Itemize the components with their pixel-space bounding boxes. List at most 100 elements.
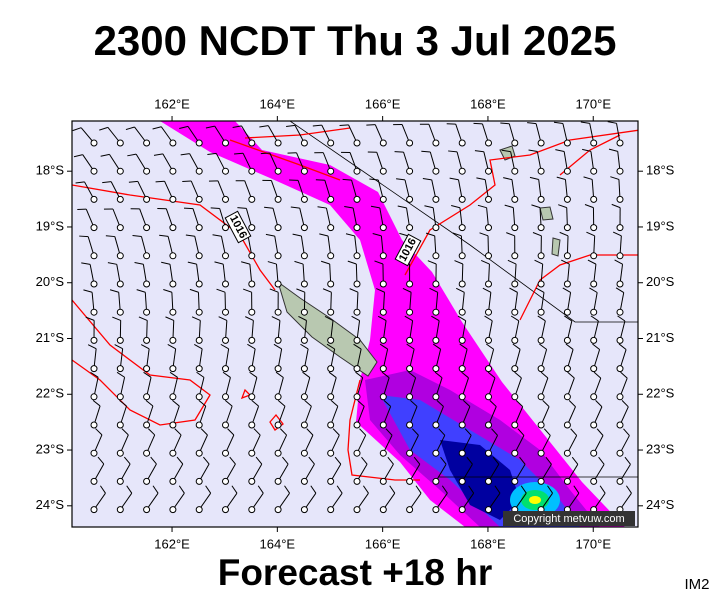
barb-station <box>353 224 361 232</box>
wind-barb <box>458 456 473 485</box>
wind-barb <box>473 122 492 147</box>
barb-station <box>563 449 571 457</box>
barb-station <box>248 139 256 147</box>
barb-station <box>485 280 492 288</box>
barb-station <box>195 167 203 175</box>
barb-station <box>511 449 519 457</box>
barb-feather <box>159 234 169 237</box>
wind-barb <box>458 343 468 373</box>
credit-box <box>503 511 635 526</box>
wind-barb <box>586 231 598 260</box>
barb-station <box>300 224 308 232</box>
barb-feather <box>269 288 279 293</box>
barb-feather <box>503 177 513 181</box>
barb-feather <box>537 315 546 322</box>
barb-station <box>90 139 98 147</box>
wind-barb <box>590 343 601 373</box>
wind-barb <box>432 343 442 373</box>
barb-feather <box>332 428 340 436</box>
barb-station <box>116 393 124 401</box>
lat-label: 19°S <box>36 218 65 233</box>
wind-barb <box>90 428 103 457</box>
wind-barb <box>83 289 98 316</box>
wind-barb <box>339 124 361 147</box>
barb-station <box>458 365 466 373</box>
barb-station <box>222 280 229 288</box>
wind-barb <box>394 151 414 175</box>
wind-barb <box>79 235 98 260</box>
wind-barb <box>143 456 157 485</box>
wind-barb <box>180 153 203 175</box>
wind-barb <box>138 316 151 344</box>
barb-station <box>511 195 519 203</box>
wind-barb <box>107 262 124 288</box>
barb-feather <box>520 485 527 494</box>
barb-station <box>353 365 361 373</box>
barb-station <box>458 308 466 316</box>
wind-barb <box>344 205 361 232</box>
barb-station <box>143 365 151 373</box>
wind-barb <box>165 316 177 344</box>
barb-station <box>327 477 335 485</box>
barb-station <box>116 477 124 485</box>
wind-barb <box>153 153 177 175</box>
barb-station <box>458 167 466 175</box>
barb-feather <box>136 289 146 293</box>
wind-barb <box>611 203 624 232</box>
wind-barb <box>345 233 361 260</box>
barb-feather <box>163 288 173 293</box>
barb-station <box>222 393 229 401</box>
barb-feather <box>207 152 217 155</box>
barb-feather <box>624 456 631 465</box>
barb-feather <box>155 180 165 183</box>
barb-station <box>616 477 624 485</box>
wind-barb <box>474 150 492 175</box>
barb-feather <box>169 371 178 378</box>
barb-station <box>590 167 598 175</box>
barb-feather <box>421 150 431 153</box>
barb-station <box>563 421 571 429</box>
barb-station <box>195 421 203 429</box>
barb-feather <box>87 344 97 350</box>
wind-barb <box>248 371 258 401</box>
wind-barb <box>587 259 598 288</box>
barb-station <box>485 139 492 147</box>
wind-barb <box>220 343 230 373</box>
wind-barb <box>169 399 180 429</box>
barb-feather <box>134 261 144 265</box>
wind-barb <box>298 316 308 344</box>
barb-station <box>274 139 282 147</box>
barb-feather <box>489 399 497 407</box>
wind-barb <box>81 262 98 288</box>
barb-station <box>143 393 151 401</box>
wind-barb <box>402 287 414 316</box>
wind-barb <box>222 399 233 429</box>
barb-feather <box>406 343 415 350</box>
wind-barb <box>562 287 572 316</box>
barb-feather <box>153 153 163 156</box>
wind-barb <box>140 344 151 373</box>
wind-barb <box>103 208 124 232</box>
wind-barb <box>128 180 151 203</box>
barb-station <box>274 167 282 175</box>
barb-station <box>616 195 624 203</box>
wind-barb <box>590 428 604 457</box>
wind-barb <box>369 178 387 203</box>
barb-station <box>327 308 335 316</box>
barb-feather <box>468 485 475 494</box>
wind-barb <box>480 259 492 288</box>
barb-station <box>327 167 335 175</box>
barb-station <box>274 252 282 260</box>
barb-station <box>248 167 256 175</box>
barb-station <box>143 506 151 514</box>
wind-barb <box>421 150 440 175</box>
barb-station <box>406 506 414 514</box>
barb-feather <box>562 287 571 293</box>
barb-station <box>537 336 545 344</box>
wind-barb <box>127 153 151 175</box>
wind-barb <box>507 259 519 288</box>
barb-station <box>353 506 361 514</box>
barb-station <box>616 393 624 401</box>
barb-feather <box>543 428 551 436</box>
wind-barb <box>404 315 414 344</box>
